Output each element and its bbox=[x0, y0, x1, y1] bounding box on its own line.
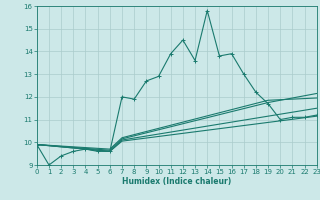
X-axis label: Humidex (Indice chaleur): Humidex (Indice chaleur) bbox=[122, 177, 231, 186]
